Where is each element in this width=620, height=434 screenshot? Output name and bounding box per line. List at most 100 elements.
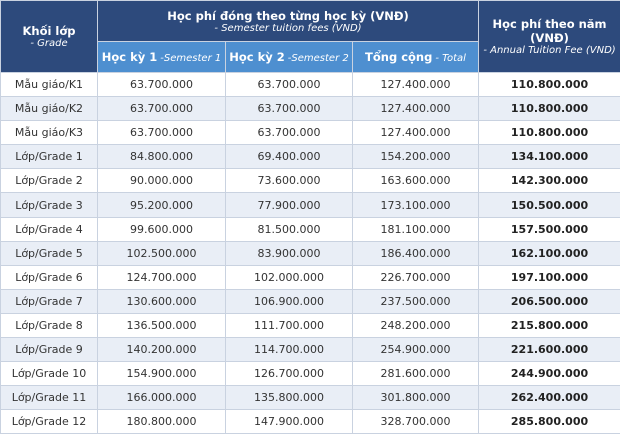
- fee-cell: 140.200.000: [98, 338, 226, 362]
- header-subtext: - Grade: [1, 38, 97, 49]
- fee-cell: 166.000.000: [98, 386, 226, 410]
- fee-cell: 110.800.000: [479, 73, 620, 97]
- subheader: Học kỳ 1-Semester 1: [98, 42, 226, 73]
- header-text: Học phí theo năm (VNĐ): [493, 17, 607, 45]
- grade-cell: Lớp/Grade 4: [1, 217, 98, 241]
- grade-cell: Lớp/Grade 5: [1, 241, 98, 265]
- fee-cell: 127.400.000: [353, 121, 479, 145]
- fee-cell: 215.800.000: [479, 313, 620, 337]
- header-text: Khối lớp: [22, 24, 75, 38]
- fee-cell: 95.200.000: [98, 193, 226, 217]
- fee-cell: 102.500.000: [98, 241, 226, 265]
- fee-cell: 163.600.000: [353, 169, 479, 193]
- grade-cell: Mẫu giáo/K1: [1, 73, 98, 97]
- grade-cell: Mẫu giáo/K3: [1, 121, 98, 145]
- fee-cell: 147.900.000: [226, 410, 353, 434]
- annual-header: Học phí theo năm (VNĐ)- Annual Tuition F…: [479, 1, 620, 73]
- fee-cell: 126.700.000: [226, 362, 353, 386]
- fee-cell: 142.300.000: [479, 169, 620, 193]
- fee-cell: 154.900.000: [98, 362, 226, 386]
- grade-cell: Lớp/Grade 12: [1, 410, 98, 434]
- fee-cell: 221.600.000: [479, 338, 620, 362]
- fee-cell: 83.900.000: [226, 241, 353, 265]
- fee-cell: 281.600.000: [353, 362, 479, 386]
- fee-cell: 254.900.000: [353, 338, 479, 362]
- fee-cell: 106.900.000: [226, 289, 353, 313]
- header-text: Học phí đóng theo từng học kỳ (VNĐ): [167, 9, 409, 23]
- fee-cell: 154.200.000: [353, 145, 479, 169]
- fee-cell: 173.100.000: [353, 193, 479, 217]
- fee-cell: 186.400.000: [353, 241, 479, 265]
- fee-cell: 206.500.000: [479, 289, 620, 313]
- grade-cell: Lớp/Grade 10: [1, 362, 98, 386]
- grade-cell: Mẫu giáo/K2: [1, 97, 98, 121]
- fee-cell: 102.000.000: [226, 265, 353, 289]
- subheader-vn: Học kỳ 2: [229, 50, 285, 64]
- fee-cell: 127.400.000: [353, 97, 479, 121]
- grade-cell: Lớp/Grade 11: [1, 386, 98, 410]
- fee-cell: 244.900.000: [479, 362, 620, 386]
- subheader-vn: Học kỳ 1: [102, 50, 158, 64]
- fee-cell: 262.400.000: [479, 386, 620, 410]
- grade-cell: Lớp/Grade 1: [1, 145, 98, 169]
- fee-cell: 77.900.000: [226, 193, 353, 217]
- grade-cell: Lớp/Grade 7: [1, 289, 98, 313]
- grade-header: Khối lớp- Grade: [1, 1, 98, 73]
- subheader-vn: Tổng cộng: [365, 50, 432, 64]
- fee-cell: 63.700.000: [98, 121, 226, 145]
- grade-cell: Lớp/Grade 6: [1, 265, 98, 289]
- fee-cell: 84.800.000: [98, 145, 226, 169]
- header-subtext: - Annual Tuition Fee (VND): [479, 45, 620, 56]
- fee-cell: 63.700.000: [226, 97, 353, 121]
- fee-cell: 237.500.000: [353, 289, 479, 313]
- grade-cell: Lớp/Grade 3: [1, 193, 98, 217]
- fee-cell: 111.700.000: [226, 313, 353, 337]
- fee-cell: 248.200.000: [353, 313, 479, 337]
- semester-header: Học phí đóng theo từng học kỳ (VNĐ)- Sem…: [98, 1, 479, 42]
- grade-cell: Lớp/Grade 9: [1, 338, 98, 362]
- fee-cell: 99.600.000: [98, 217, 226, 241]
- fee-cell: 180.800.000: [98, 410, 226, 434]
- fee-cell: 124.700.000: [98, 265, 226, 289]
- fee-cell: 136.500.000: [98, 313, 226, 337]
- fee-cell: 197.100.000: [479, 265, 620, 289]
- fee-cell: 63.700.000: [98, 97, 226, 121]
- fee-cell: 69.400.000: [226, 145, 353, 169]
- fee-cell: 81.500.000: [226, 217, 353, 241]
- subheader-en: - Total: [435, 53, 466, 64]
- subheader: Tổng cộng- Total: [353, 42, 479, 73]
- fee-cell: 110.800.000: [479, 121, 620, 145]
- fee-cell: 135.800.000: [226, 386, 353, 410]
- fee-cell: 226.700.000: [353, 265, 479, 289]
- fee-cell: 328.700.000: [353, 410, 479, 434]
- fee-cell: 73.600.000: [226, 169, 353, 193]
- fee-cell: 181.100.000: [353, 217, 479, 241]
- fee-cell: 114.700.000: [226, 338, 353, 362]
- fee-cell: 90.000.000: [98, 169, 226, 193]
- subheader: Học kỳ 2-Semester 2: [226, 42, 353, 73]
- fee-cell: 110.800.000: [479, 97, 620, 121]
- fee-cell: 285.800.000: [479, 410, 620, 434]
- fee-cell: 162.100.000: [479, 241, 620, 265]
- fee-cell: 157.500.000: [479, 217, 620, 241]
- grade-cell: Lớp/Grade 2: [1, 169, 98, 193]
- header-subtext: - Semester tuition fees (VND): [98, 23, 478, 34]
- subheader-en: -Semester 1: [160, 53, 221, 64]
- fee-cell: 63.700.000: [226, 73, 353, 97]
- fee-cell: 301.800.000: [353, 386, 479, 410]
- fee-cell: 134.100.000: [479, 145, 620, 169]
